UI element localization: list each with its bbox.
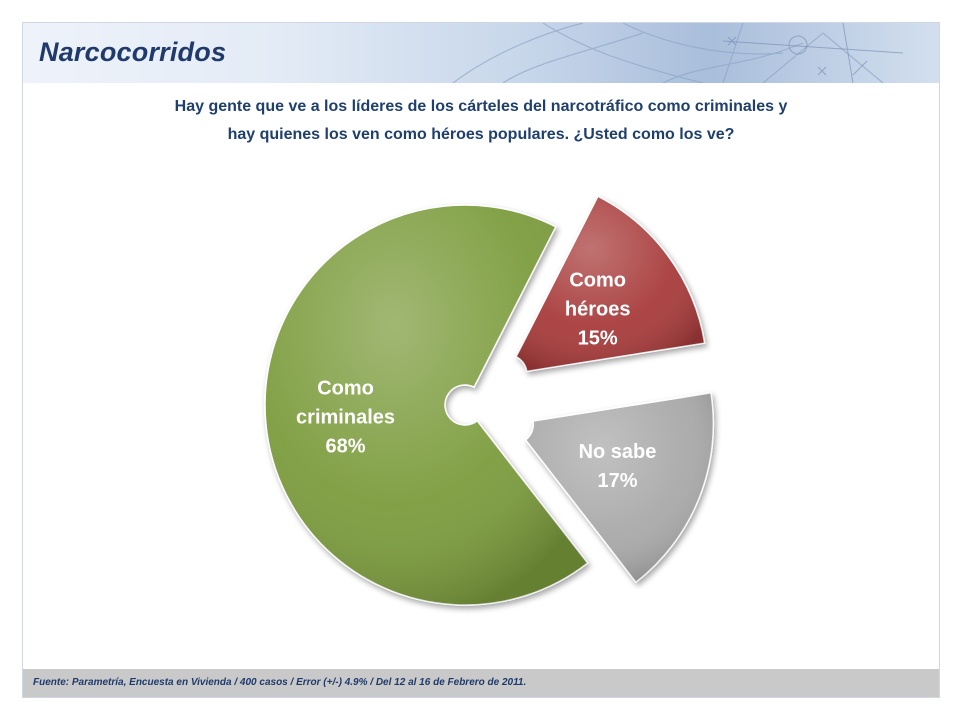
survey-question: Hay gente que ve a los líderes de los cá… <box>23 93 939 149</box>
header-decoration <box>452 23 904 83</box>
pie-value-label-2: 17% <box>597 470 637 492</box>
source-note: Fuente: Parametría, Encuesta en Vivienda… <box>33 677 527 688</box>
page-title: Narcocorridos <box>39 37 227 67</box>
pie-category-label-0: criminales <box>296 406 395 428</box>
pie-slice-sheen-1 <box>516 196 705 372</box>
pie-label-0: Como criminales 68% <box>296 377 395 457</box>
header-band: Narcocorridos <box>23 23 939 83</box>
pie-label-1: Como héroes 15% <box>565 270 631 350</box>
question-line-2: hay quienes los ven como héroes populare… <box>227 126 735 143</box>
pie-chart: Como héroes 15% No sabe 17% Como criminales 68% <box>264 195 715 606</box>
question-line-1: Hay gente que ve a los líderes de los cá… <box>174 98 788 115</box>
slide: Narcocorridos Hay gente que ve a los líd… <box>22 22 940 698</box>
pie-slice-sheen-0 <box>265 205 588 605</box>
pie-category-label-1: Como <box>569 270 626 292</box>
pie-slices <box>264 195 715 606</box>
footer-bar: Fuente: Parametría, Encuesta en Vivienda… <box>23 669 939 697</box>
pie-category-label-2: No sabe <box>579 441 657 463</box>
pie-category-label-0: Como <box>317 377 374 399</box>
pie-value-label-1: 15% <box>578 328 618 350</box>
pie-labels: Como héroes 15% No sabe 17% Como criminales 68% <box>296 270 656 492</box>
pie-label-2: No sabe 17% <box>579 441 657 492</box>
pie-slice-sheen-2 <box>525 392 714 583</box>
pie-category-label-1: héroes <box>565 299 631 321</box>
pie-value-label-0: 68% <box>326 435 366 457</box>
